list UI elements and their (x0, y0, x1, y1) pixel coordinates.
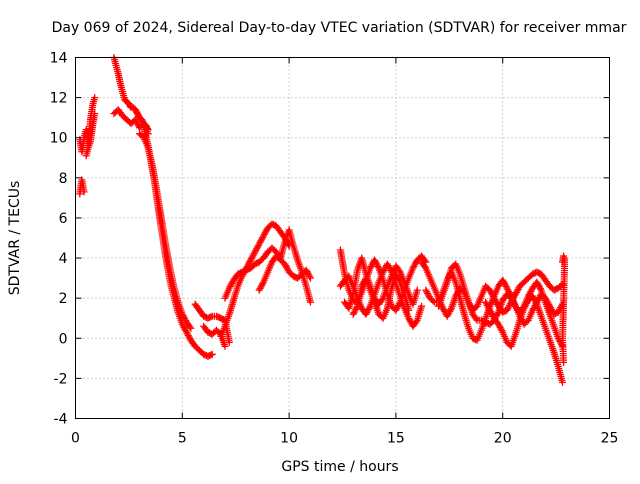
data-point (208, 350, 216, 358)
x-tick-label: 0 (71, 431, 80, 447)
data-point (405, 306, 413, 314)
data-point-fill (186, 323, 194, 331)
data-point (91, 110, 99, 118)
grid (75, 57, 610, 419)
data-point (418, 302, 426, 310)
data-point (559, 280, 567, 288)
data-point-fill (259, 280, 267, 288)
x-tick-label: 15 (387, 431, 405, 447)
y-tick-label: 8 (59, 171, 68, 187)
ticks: 0 5 10 15 20 25 -4 -2 0 2 4 6 8 10 12 14 (50, 51, 619, 447)
y-tick-label: 4 (59, 251, 68, 267)
data-point-fill (494, 310, 502, 318)
data-point-fill (395, 267, 403, 275)
x-tick-label: 10 (280, 431, 298, 447)
data-point-fill (306, 273, 314, 281)
data-point-fill (395, 277, 403, 285)
x-tick-label: 25 (601, 431, 619, 447)
y-tick-label: 14 (50, 51, 68, 67)
data-point-fill (353, 304, 361, 312)
data-point-fill (472, 315, 480, 323)
data-point (221, 342, 229, 350)
data-point-fill (374, 262, 382, 270)
x-tick-label: 5 (178, 431, 187, 447)
data-point (306, 274, 314, 282)
data-point (559, 378, 567, 386)
y-tick-label: -2 (54, 371, 68, 387)
data-point-fill (421, 263, 429, 271)
data-point (187, 324, 195, 332)
data-points (76, 54, 569, 386)
data-point-fill (207, 313, 215, 321)
data-point (413, 286, 421, 294)
y-tick-label: 12 (50, 91, 68, 107)
data-point-fill (378, 296, 386, 304)
data-point-fill (532, 299, 540, 307)
data-point-fill (536, 285, 544, 293)
y-tick-label: 6 (59, 211, 68, 227)
data-point (560, 358, 568, 366)
chart-title: Day 069 of 2024, Sidereal Day-to-day VTE… (52, 20, 627, 36)
data-point-fill (429, 297, 437, 305)
x-axis-title: GPS time / hours (281, 459, 398, 475)
data-point-fill (207, 351, 215, 359)
x-tick-label: 20 (494, 431, 512, 447)
data-point-fill (365, 304, 373, 312)
plot-frame (75, 57, 610, 419)
y-tick-label: -4 (54, 412, 68, 428)
data-point-fill (447, 306, 455, 314)
y-axis-title: SDTVAR / TECUs (7, 181, 23, 296)
y-tick-label: 0 (59, 331, 68, 347)
data-point (91, 94, 99, 102)
data-point-fill (498, 327, 506, 335)
y-tick-label: 2 (59, 291, 68, 307)
data-point-fill (412, 318, 420, 326)
y-tick-label: 10 (50, 131, 68, 147)
data-point (306, 298, 314, 306)
data-point (80, 188, 88, 196)
